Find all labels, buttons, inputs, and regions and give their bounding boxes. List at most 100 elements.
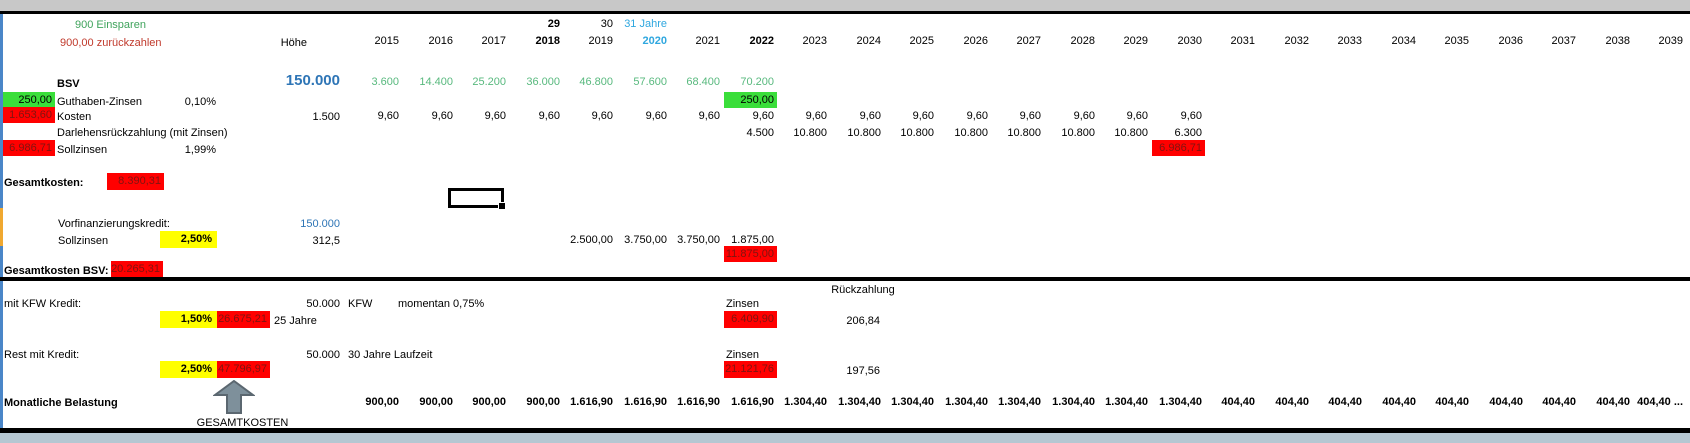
kosten-value[interactable]: 9,60: [752, 110, 774, 122]
kosten-value[interactable]: 9,60: [805, 110, 827, 122]
selected-cell[interactable]: [448, 188, 506, 210]
kosten-value[interactable]: 9,60: [645, 110, 667, 122]
kosten-total-cell[interactable]: 1.653,60: [3, 107, 55, 123]
bsv-value[interactable]: 70.200: [740, 76, 774, 88]
year-header[interactable]: 2038: [1605, 35, 1630, 47]
year-header[interactable]: 2035: [1444, 35, 1469, 47]
vorfinanzierung-zins[interactable]: 3.750,00: [624, 234, 667, 246]
year-header[interactable]: 2015: [374, 35, 399, 47]
monatliche-belastung-value[interactable]: 1.616,90: [677, 396, 720, 408]
monatliche-belastung-value[interactable]: 1.304,40: [891, 396, 934, 408]
rest-monthly-repayment[interactable]: 197,56: [846, 365, 880, 377]
bsv-value[interactable]: 57.600: [633, 76, 667, 88]
sollzinsen-total-cell[interactable]: 6.986,71: [3, 140, 55, 156]
gesamtkosten-value-cell[interactable]: 8.390,31: [107, 173, 164, 190]
year-marker[interactable]: 31 Jahre: [624, 18, 667, 30]
year-header[interactable]: 2033: [1337, 35, 1362, 47]
monatliche-belastung-value[interactable]: 404,40: [1542, 396, 1576, 408]
year-header[interactable]: 2016: [428, 35, 453, 47]
monatliche-belastung-value[interactable]: 404,40: [1221, 396, 1255, 408]
monatliche-belastung-value[interactable]: 1.304,40: [1052, 396, 1095, 408]
vorfinanzierung-zins[interactable]: 3.750,00: [677, 234, 720, 246]
year-header[interactable]: 2037: [1551, 35, 1576, 47]
year-header[interactable]: 2028: [1070, 35, 1095, 47]
darlehen-value[interactable]: 10.800: [900, 127, 934, 139]
year-header[interactable]: 2019: [588, 35, 613, 47]
year-header[interactable]: 2024: [856, 35, 881, 47]
vorfinanzierungskredit-amount[interactable]: 150.000: [300, 218, 340, 230]
kfw-amount[interactable]: 50.000: [306, 298, 340, 310]
monatliche-belastung-value[interactable]: 1.616,90: [731, 396, 774, 408]
vorfinanzierung-zins[interactable]: 2.500,00: [570, 234, 613, 246]
monatliche-belastung-value[interactable]: 900,00: [526, 396, 560, 408]
bsv-value[interactable]: 46.800: [579, 76, 613, 88]
fill-handle[interactable]: [498, 202, 506, 210]
year-header[interactable]: 2027: [1016, 35, 1041, 47]
kfw-zinsen-total-cell[interactable]: 6.409,90: [724, 311, 777, 328]
kosten-value[interactable]: 9,60: [1180, 110, 1202, 122]
year-header[interactable]: 2036: [1498, 35, 1523, 47]
vorfinanzierung-zins[interactable]: 1.875,00: [731, 234, 774, 246]
darlehen-value[interactable]: 6.300: [1174, 127, 1202, 139]
darlehen-value[interactable]: 10.800: [1007, 127, 1041, 139]
year-header[interactable]: 2032: [1284, 35, 1309, 47]
darlehen-value[interactable]: 10.800: [1114, 127, 1148, 139]
darlehen-value[interactable]: 10.800: [847, 127, 881, 139]
kosten-value[interactable]: 9,60: [1126, 110, 1148, 122]
monatliche-belastung-value[interactable]: 404,40: [1275, 396, 1309, 408]
kosten-value[interactable]: 9,60: [431, 110, 453, 122]
kosten-value[interactable]: 9,60: [966, 110, 988, 122]
monatliche-belastung-value[interactable]: 404,40: [1489, 396, 1523, 408]
darlehen-value[interactable]: 10.800: [954, 127, 988, 139]
monatliche-belastung-value[interactable]: 1.616,90: [624, 396, 667, 408]
kosten-value[interactable]: 9,60: [859, 110, 881, 122]
vorfinanzierung-total[interactable]: 11.875,00: [724, 246, 777, 262]
kosten-value[interactable]: 9,60: [591, 110, 613, 122]
year-header[interactable]: 2020: [642, 35, 667, 47]
rest-rate-cell[interactable]: 2,50%: [160, 361, 217, 378]
monatliche-belastung-value[interactable]: 900,00: [472, 396, 506, 408]
rest-amount[interactable]: 50.000: [306, 349, 340, 361]
monatliche-belastung-value[interactable]: 404,40 ...: [1637, 396, 1683, 408]
year-header[interactable]: 2017: [481, 35, 506, 47]
guthaben-zinsen-rate[interactable]: 0,10%: [184, 96, 216, 108]
monatliche-belastung-value[interactable]: 404,40: [1328, 396, 1362, 408]
year-header[interactable]: 2039: [1658, 35, 1683, 47]
kosten-value[interactable]: 9,60: [538, 110, 560, 122]
monatliche-belastung-value[interactable]: 900,00: [365, 396, 399, 408]
monatliche-belastung-value[interactable]: 1.304,40: [784, 396, 827, 408]
up-arrow-shape[interactable]: [213, 380, 255, 414]
year-header[interactable]: 2026: [963, 35, 988, 47]
kfw-total-cell[interactable]: 26.675,21: [217, 311, 270, 328]
sollzinsen-value[interactable]: 6.986,71: [1152, 140, 1205, 156]
monatliche-belastung-value[interactable]: 404,40: [1596, 396, 1630, 408]
monatliche-belastung-value[interactable]: 1.304,40: [838, 396, 881, 408]
vorfinanzierung-rate-cell[interactable]: 2,50%: [160, 231, 217, 248]
year-header[interactable]: 2023: [802, 35, 827, 47]
bsv-value[interactable]: 3.600: [371, 76, 399, 88]
kosten-value[interactable]: 9,60: [484, 110, 506, 122]
rest-total-cell[interactable]: 47.796,97: [217, 361, 270, 378]
kfw-rate-cell[interactable]: 1,50%: [160, 311, 217, 328]
bsv-amount[interactable]: 150.000: [285, 72, 340, 89]
kfw-monthly-repayment[interactable]: 206,84: [846, 315, 880, 327]
guthaben-value[interactable]: 250,00: [724, 92, 777, 108]
monatliche-belastung-value[interactable]: 404,40: [1435, 396, 1469, 408]
darlehen-value[interactable]: 4.500: [746, 127, 774, 139]
gesamtkosten-bsv-value-cell[interactable]: 20.265,31: [111, 261, 163, 278]
kosten-value[interactable]: 9,60: [698, 110, 720, 122]
year-marker[interactable]: 30: [600, 18, 613, 30]
kosten-value[interactable]: 9,60: [1073, 110, 1095, 122]
kosten-value[interactable]: 9,60: [377, 110, 399, 122]
year-header[interactable]: 2029: [1123, 35, 1148, 47]
year-header[interactable]: 2021: [695, 35, 720, 47]
kosten-hoehe-value[interactable]: 1.500: [312, 111, 340, 123]
bsv-value[interactable]: 68.400: [686, 76, 720, 88]
monatliche-belastung-value[interactable]: 1.304,40: [1159, 396, 1202, 408]
vorfinanzierung-monthly-value[interactable]: 312,5: [312, 235, 340, 247]
monatliche-belastung-value[interactable]: 1.304,40: [945, 396, 988, 408]
monatliche-belastung-value[interactable]: 900,00: [419, 396, 453, 408]
monatliche-belastung-value[interactable]: 1.616,90: [570, 396, 613, 408]
year-header[interactable]: 2018: [535, 35, 560, 47]
sollzinsen-rate[interactable]: 1,99%: [184, 144, 216, 156]
